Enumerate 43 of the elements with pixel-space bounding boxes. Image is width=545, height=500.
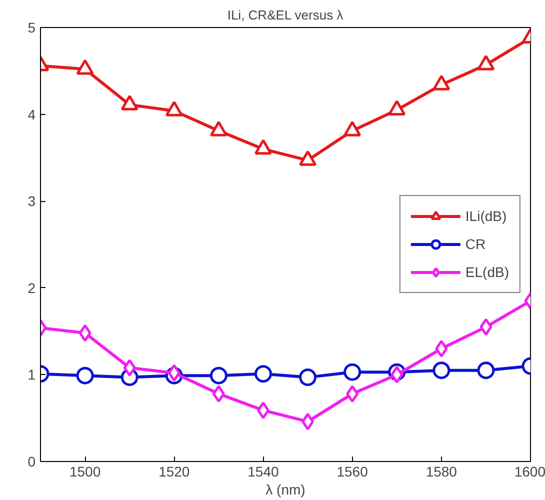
point [256,402,270,420]
y-tick-label: 4 [28,106,36,122]
point [254,365,272,383]
point [299,368,317,386]
point [435,340,448,358]
point [210,366,228,384]
point [165,100,183,116]
point [477,54,495,70]
point [212,385,225,403]
point [344,363,362,381]
y-tick-label: 0 [28,454,36,470]
point [432,362,450,380]
y-tick-label: 3 [28,193,36,210]
point [432,74,450,90]
point [76,59,94,75]
legend-label: EL(dB) [465,264,509,280]
y-tick-label: 5 [28,20,36,36]
point [78,324,92,342]
x-tick-label: 1500 [69,464,101,480]
x-tick-label: 1560 [336,464,368,480]
point [120,94,138,110]
point [388,100,406,116]
point [299,150,317,166]
y-tick-label: 2 [28,280,36,296]
point [168,364,180,382]
point [477,362,495,380]
legend-label: ILi(dB) [465,208,507,224]
point [254,139,272,155]
point [76,366,94,384]
x-tick-label: 1520 [158,464,190,480]
x-tick-label: 1540 [248,464,280,480]
point [210,120,228,136]
x-axis-title: λ (nm) [266,482,306,498]
chart-title: ILi, CR&EL versus λ [227,8,344,22]
point [480,318,492,336]
point [344,120,362,136]
x-tick-label: 1600 [514,464,545,480]
x-tick-label: 1580 [426,464,458,480]
y-tick-label: 1 [28,366,36,383]
point [302,412,314,430]
legend-label: CR [465,236,486,252]
point [123,359,136,377]
point [346,385,359,403]
